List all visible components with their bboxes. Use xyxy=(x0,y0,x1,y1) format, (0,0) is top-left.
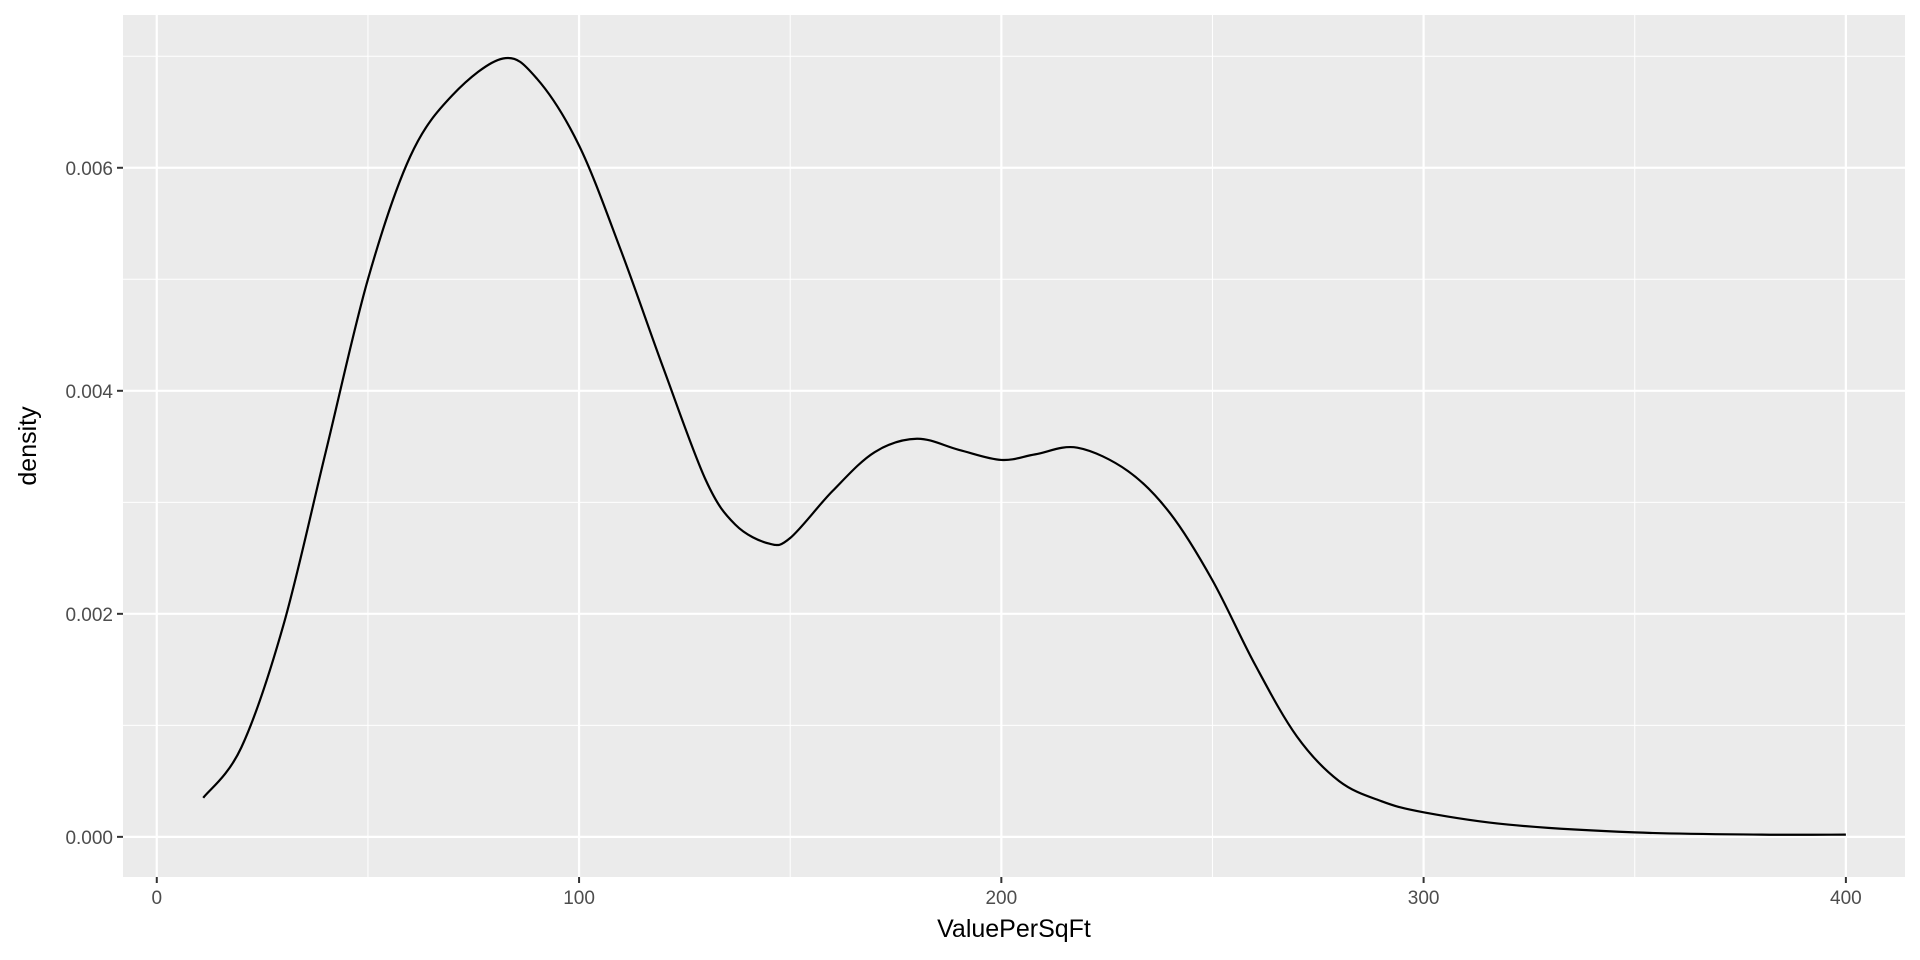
x-tick-label: 300 xyxy=(1408,888,1440,909)
x-tick-label: 0 xyxy=(151,888,162,909)
minor-gridlines xyxy=(123,15,1905,877)
y-tick-label: 0.006 xyxy=(65,159,113,180)
x-tick-label: 200 xyxy=(985,888,1017,909)
y-tick-label: 0.004 xyxy=(65,382,113,403)
x-axis-title: ValuePerSqFt xyxy=(937,915,1091,943)
plot-panel xyxy=(123,15,1905,877)
major-gridlines xyxy=(123,15,1905,877)
y-tick-label: 0.002 xyxy=(65,605,113,626)
x-axis-ticks: 0 100 200 300 400 xyxy=(151,877,1862,909)
y-axis-title: density xyxy=(14,406,42,486)
y-axis-ticks: 0.000 0.002 0.004 0.006 xyxy=(65,159,123,849)
y-tick-label: 0.000 xyxy=(65,828,113,849)
x-tick-label: 100 xyxy=(563,888,595,909)
x-tick-label: 400 xyxy=(1830,888,1862,909)
density-curve xyxy=(202,56,1846,836)
